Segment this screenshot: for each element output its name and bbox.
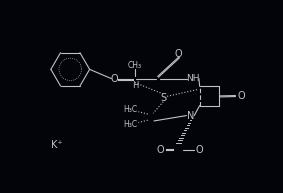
Text: K⁺: K⁺ (51, 140, 63, 150)
Text: O: O (156, 145, 164, 155)
Text: O: O (238, 91, 245, 101)
Text: S: S (160, 93, 166, 103)
Text: H₃C: H₃C (124, 105, 138, 114)
Text: CH₃: CH₃ (128, 61, 142, 70)
Text: H: H (132, 81, 139, 90)
Text: H₃C: H₃C (124, 120, 138, 129)
Text: NH: NH (186, 74, 200, 83)
Text: O: O (175, 49, 183, 59)
Text: N: N (187, 111, 194, 121)
Text: O: O (195, 145, 203, 155)
Text: O: O (111, 74, 118, 84)
